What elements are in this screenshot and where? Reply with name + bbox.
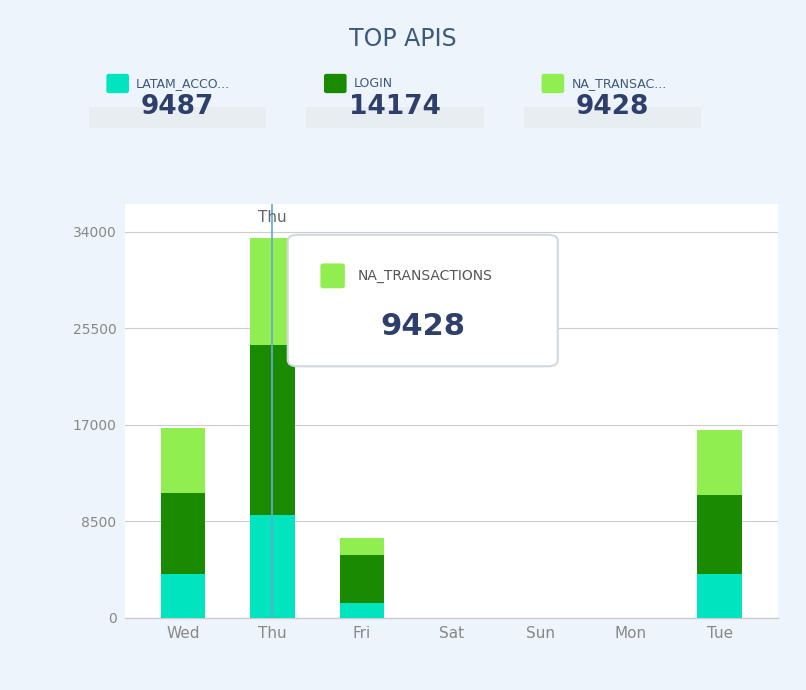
FancyBboxPatch shape xyxy=(89,107,266,128)
Bar xyxy=(339,538,384,555)
FancyBboxPatch shape xyxy=(542,74,564,93)
Text: LOGIN: LOGIN xyxy=(354,77,393,90)
Text: 9428: 9428 xyxy=(575,94,650,120)
FancyBboxPatch shape xyxy=(288,235,558,366)
Bar xyxy=(697,495,742,575)
Bar xyxy=(250,238,295,345)
Text: NA_TRANSACTIONS: NA_TRANSACTIONS xyxy=(358,269,492,283)
FancyBboxPatch shape xyxy=(106,74,129,93)
Text: NA_TRANSAC...: NA_TRANSAC... xyxy=(571,77,667,90)
FancyBboxPatch shape xyxy=(321,264,345,288)
Bar xyxy=(339,603,384,618)
Bar xyxy=(250,345,295,515)
Text: TOP APIS: TOP APIS xyxy=(349,27,457,50)
Bar xyxy=(697,575,742,618)
Text: 9428: 9428 xyxy=(380,313,465,342)
Text: Thu: Thu xyxy=(258,210,287,225)
Bar xyxy=(160,575,206,618)
Bar xyxy=(339,555,384,603)
Bar xyxy=(160,428,206,493)
Text: 9487: 9487 xyxy=(140,94,214,120)
Bar xyxy=(160,493,206,575)
FancyBboxPatch shape xyxy=(324,74,347,93)
FancyBboxPatch shape xyxy=(306,107,484,128)
Bar xyxy=(250,515,295,618)
Text: 14174: 14174 xyxy=(349,94,441,120)
Text: LATAM_ACCO...: LATAM_ACCO... xyxy=(136,77,231,90)
FancyBboxPatch shape xyxy=(524,107,701,128)
Bar xyxy=(697,431,742,495)
